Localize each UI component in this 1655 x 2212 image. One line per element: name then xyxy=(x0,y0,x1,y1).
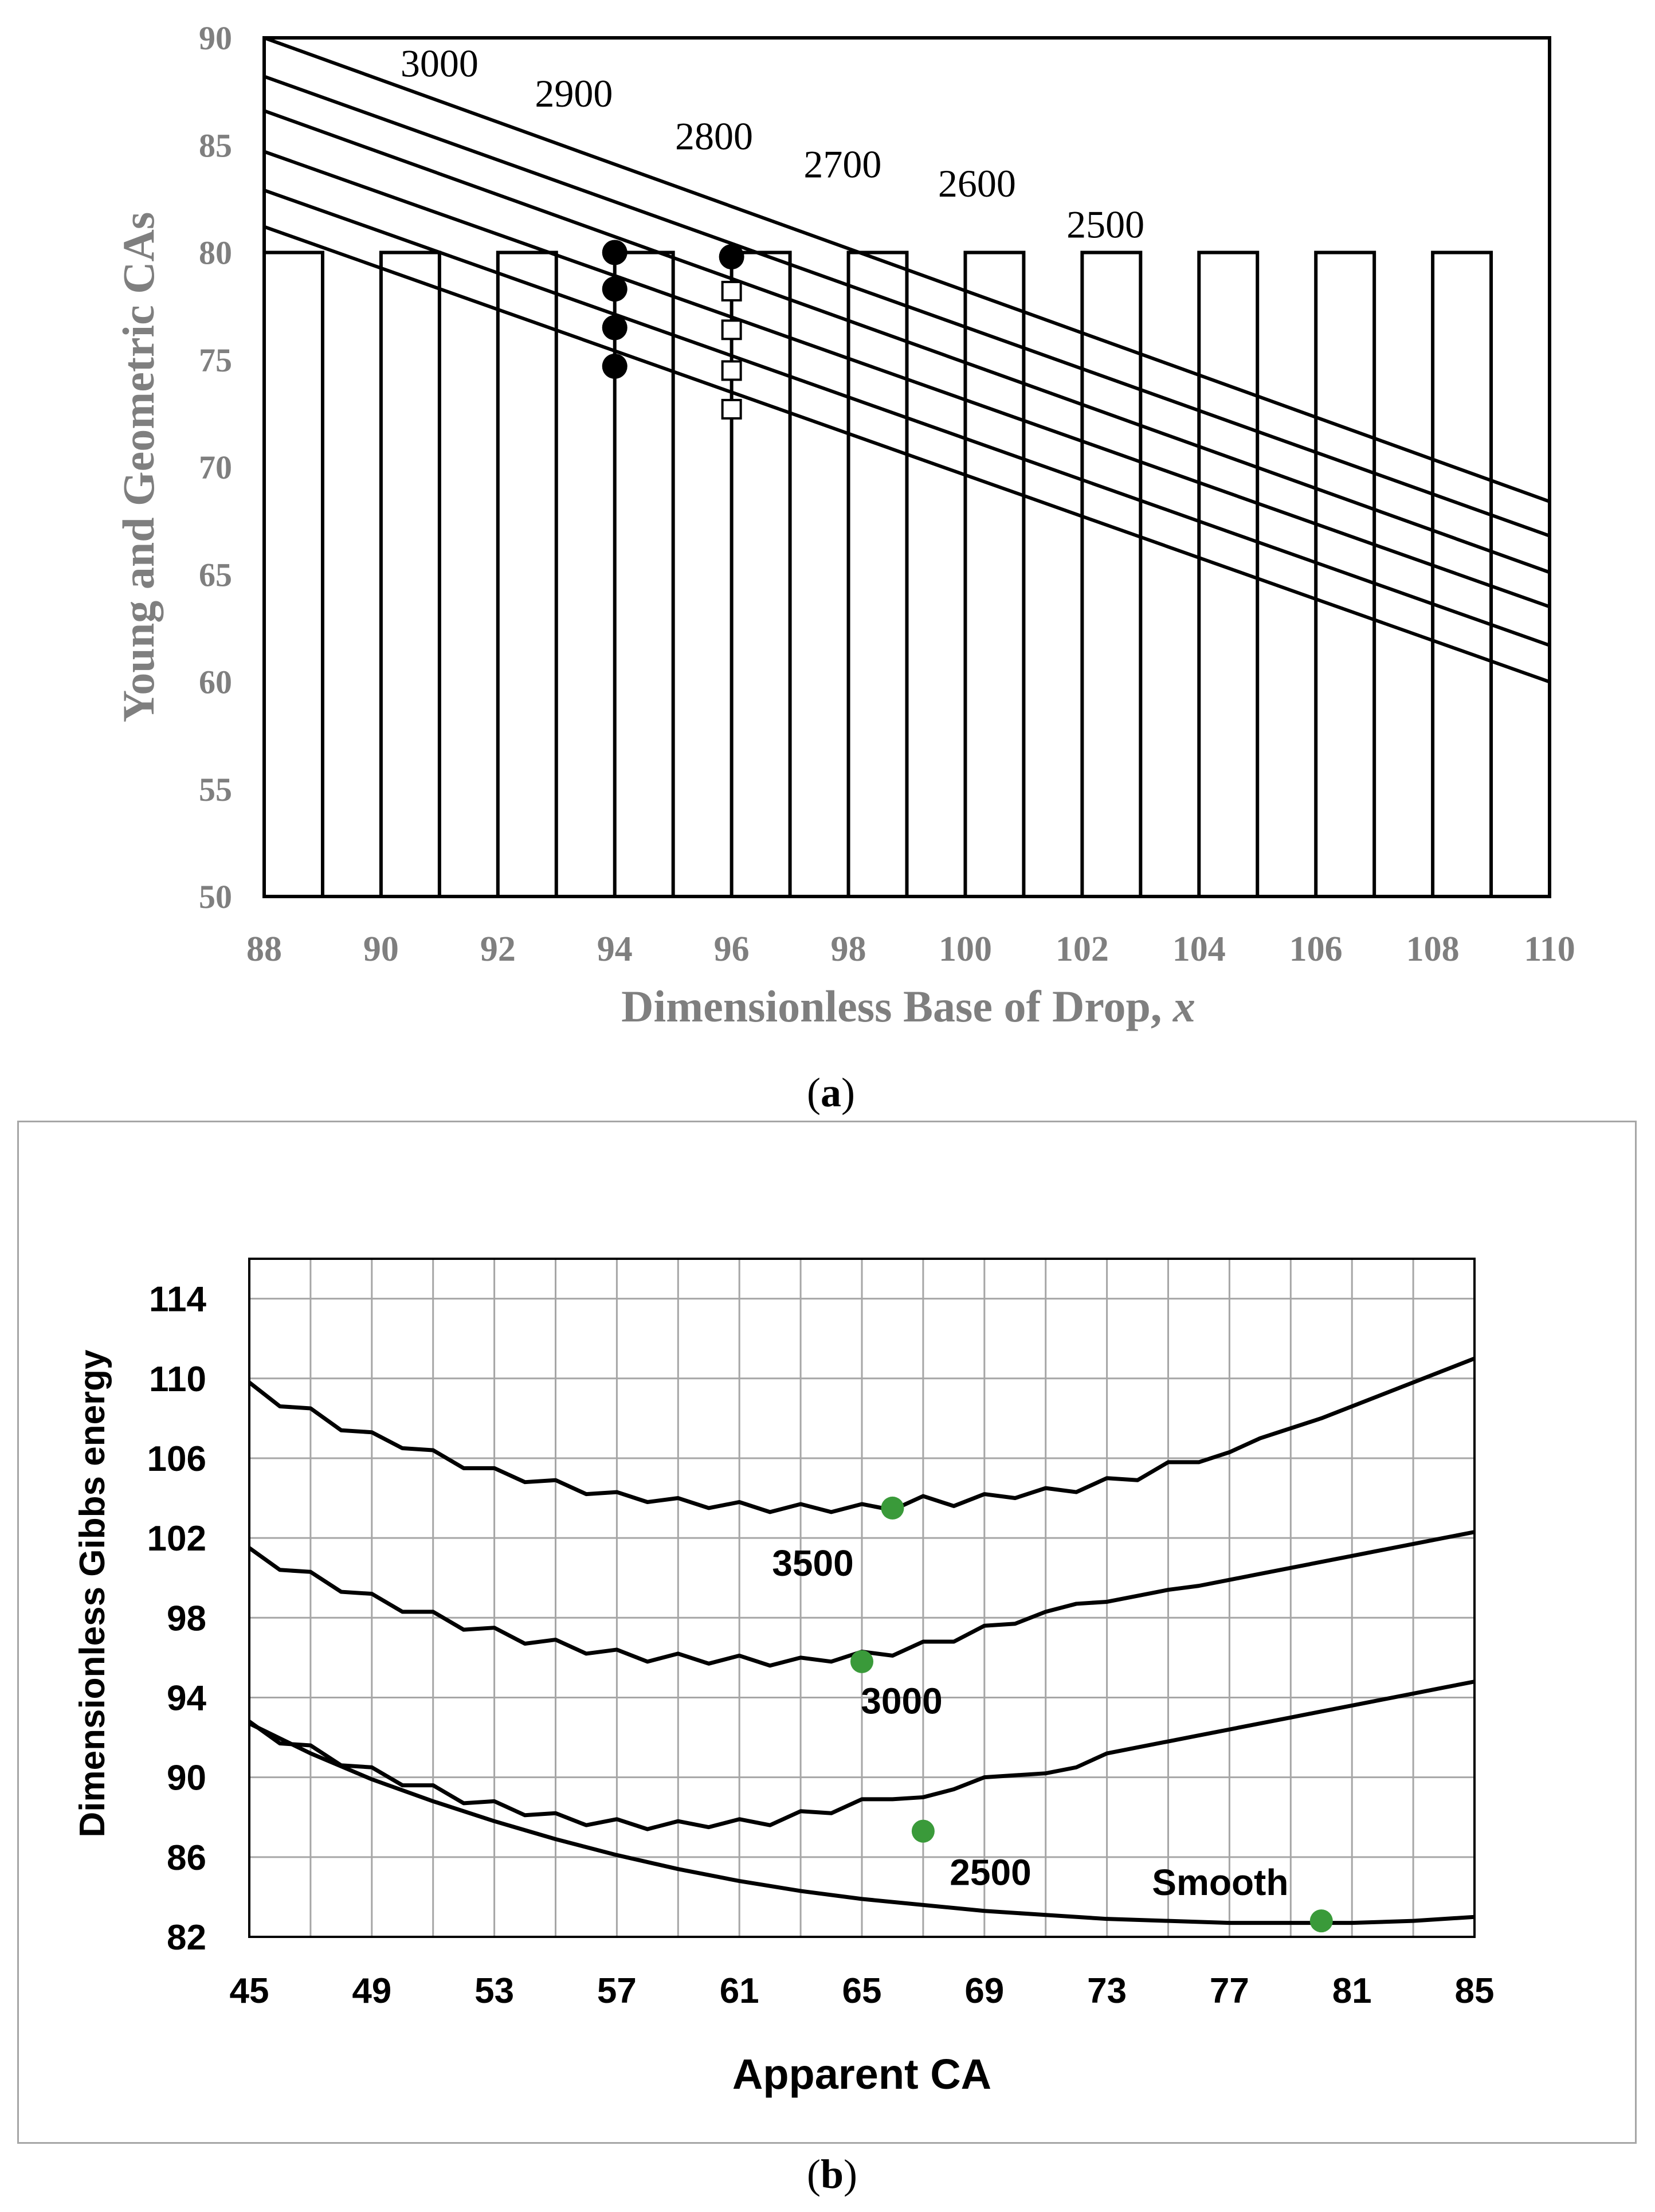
a-series-label-2500: 2500 xyxy=(1066,202,1144,246)
a-x-axis-label-text: Dimensionless Base of Drop, xyxy=(621,981,1173,1031)
a-pillar-3 xyxy=(613,250,675,898)
a-y-tick-55: 55 xyxy=(199,771,232,808)
a-series-line-3000 xyxy=(263,36,1551,503)
a-x-axis-label: Dimensionless Base of Drop, x xyxy=(621,981,1195,1031)
a-y-tick-60: 60 xyxy=(199,664,232,701)
a-series-label-2600: 2600 xyxy=(938,162,1016,205)
panel-b-label-close: ) xyxy=(844,2151,858,2197)
a-series-line-2500 xyxy=(263,225,1551,684)
a-marker-filled-4 xyxy=(719,244,744,269)
a-series-label-3000: 3000 xyxy=(401,41,479,85)
a-y-tick-70: 70 xyxy=(199,449,232,486)
a-x-tick-106: 106 xyxy=(1289,930,1343,969)
a-pillar-6 xyxy=(963,250,1026,898)
a-y-tick-85: 85 xyxy=(199,127,232,164)
panel-a-label: (a) xyxy=(807,1069,855,1117)
a-x-tick-96: 96 xyxy=(714,930,750,969)
a-marker-open-1 xyxy=(721,319,742,340)
chart-a: 3000 2900 2800 2700 2600 2500 88 90 92 94 96 98 100… xyxy=(113,19,1575,1031)
a-pillar-2 xyxy=(496,250,558,898)
a-x-tick-102: 102 xyxy=(1056,930,1109,969)
a-marker-open-3 xyxy=(721,398,742,420)
a-marker-filled-1 xyxy=(602,276,628,302)
panel-a-label-open: ( xyxy=(807,1070,821,1115)
panel-b-label-letter: b xyxy=(820,2151,844,2197)
panel-b-label: (b) xyxy=(807,2151,857,2198)
a-marker-filled-0 xyxy=(602,240,628,265)
a-x-tick-110: 110 xyxy=(1524,930,1575,969)
panel-a-label-letter: a xyxy=(820,1070,841,1115)
panel-b-label-open: ( xyxy=(807,2151,821,2197)
a-series-line-2800 xyxy=(263,109,1551,574)
a-x-axis-label-var: x xyxy=(1172,981,1195,1031)
a-x-tick-92: 92 xyxy=(480,930,516,969)
a-series-label-2800: 2800 xyxy=(675,115,753,158)
a-x-tick-labels: 88 90 92 94 96 98 100 102 104 106 108 110 xyxy=(246,930,1575,969)
panel-b-border xyxy=(17,1121,1637,2144)
a-marker-open-2 xyxy=(721,360,742,381)
a-series-label-2700: 2700 xyxy=(803,142,881,186)
a-x-tick-88: 88 xyxy=(246,930,282,969)
a-pillar-5 xyxy=(846,250,909,898)
a-x-tick-108: 108 xyxy=(1406,930,1460,969)
a-y-tick-labels: 50 55 60 65 70 75 80 85 90 xyxy=(199,19,232,915)
a-x-tick-98: 98 xyxy=(831,930,866,969)
a-x-tick-90: 90 xyxy=(363,930,399,969)
a-lines-group xyxy=(263,36,1551,684)
a-pillar-4 xyxy=(730,250,792,898)
a-y-tick-65: 65 xyxy=(199,556,232,593)
a-pillar-1 xyxy=(379,250,441,898)
a-y-tick-80: 80 xyxy=(199,234,232,272)
panel-a-label-close: ) xyxy=(841,1070,855,1115)
a-series-line-2600 xyxy=(263,189,1551,647)
a-marker-filled-2 xyxy=(602,315,628,340)
a-y-tick-50: 50 xyxy=(199,878,232,915)
a-marker-open-0 xyxy=(721,280,742,302)
a-series-label-2900: 2900 xyxy=(535,72,613,115)
a-series-labels-group: 3000 2900 2800 2700 2600 2500 xyxy=(401,41,1144,246)
a-series-line-2700 xyxy=(263,150,1551,609)
a-series-line-2900 xyxy=(263,75,1551,538)
a-pillar-0 xyxy=(262,250,324,898)
a-x-tick-94: 94 xyxy=(597,930,633,969)
a-y-tick-75: 75 xyxy=(199,342,232,379)
a-plot-frame xyxy=(262,36,1551,898)
a-y-tick-90: 90 xyxy=(199,19,232,57)
a-pillars-group xyxy=(262,250,1493,898)
a-x-tick-100: 100 xyxy=(939,930,992,969)
a-x-tick-104: 104 xyxy=(1172,930,1226,969)
a-pillar-7 xyxy=(1080,250,1143,898)
a-marker-filled-3 xyxy=(602,353,628,379)
a-y-axis-label: Young and Geometric CAs xyxy=(113,212,163,723)
a-markers-group xyxy=(602,240,744,420)
